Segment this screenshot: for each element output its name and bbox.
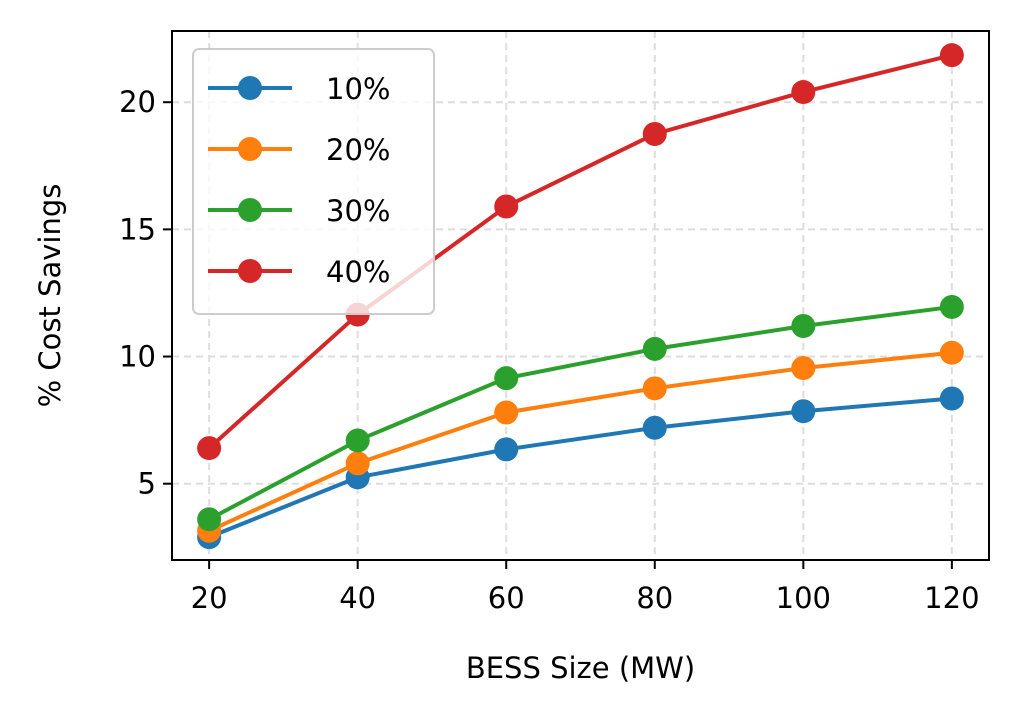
y-axis: 5 10 15 20 [119, 85, 172, 501]
data-point [197, 507, 222, 532]
data-point [791, 314, 816, 339]
series-40-pct [197, 43, 964, 461]
x-axis-label: BESS Size (MW) [466, 651, 695, 685]
legend: 10% 20% 30% 40% [192, 48, 435, 315]
data-point [494, 400, 519, 425]
x-tick-label: 80 [636, 581, 673, 615]
series-30-pct [197, 294, 964, 532]
series-line [208, 396, 953, 539]
series-layer [197, 43, 964, 550]
data-point [494, 437, 519, 462]
y-tick-label: 5 [138, 467, 156, 501]
legend-item: 40% [208, 255, 390, 289]
data-point [642, 415, 667, 440]
data-point [791, 80, 816, 105]
data-point [791, 399, 816, 424]
data-point [939, 294, 964, 319]
series-line [208, 304, 953, 522]
x-tick-label: 120 [924, 581, 979, 615]
series-line [207, 53, 953, 450]
y-axis-label: % Cost Savings [33, 184, 67, 408]
x-tick-label: 100 [776, 581, 831, 615]
data-point [494, 366, 519, 391]
legend-marker [238, 76, 262, 100]
legend-item: 30% [208, 194, 390, 228]
data-point [345, 428, 370, 453]
x-tick-label: 20 [191, 581, 228, 615]
legend-label: 40% [326, 255, 390, 289]
x-tick-label: 40 [339, 581, 376, 615]
data-point [642, 122, 667, 147]
y-tick-label: 20 [119, 85, 156, 119]
data-point [494, 194, 519, 219]
data-point [939, 43, 964, 68]
y-tick-label: 15 [119, 212, 156, 246]
data-point [939, 386, 964, 411]
x-axis: 20 40 60 80 100 120 [191, 560, 980, 615]
data-point [791, 355, 816, 380]
y-tick-label: 10 [119, 340, 156, 374]
series-line [208, 350, 953, 533]
legend-item: 10% [208, 72, 390, 106]
legend-label: 10% [326, 72, 390, 106]
data-point [345, 451, 370, 476]
x-tick-label: 60 [488, 581, 525, 615]
legend-label: 30% [326, 194, 390, 228]
data-point [197, 436, 222, 461]
data-point [642, 376, 667, 401]
series-20-pct [197, 340, 964, 543]
plot-frame [171, 30, 990, 561]
data-point [939, 340, 964, 365]
legend-frame [192, 48, 435, 315]
legend-marker [238, 259, 262, 283]
legend-marker [238, 137, 262, 161]
legend-label: 20% [326, 133, 390, 167]
legend-marker [238, 198, 262, 222]
series-10-pct [197, 386, 964, 550]
legend-item: 20% [208, 133, 390, 167]
data-point [642, 336, 667, 361]
